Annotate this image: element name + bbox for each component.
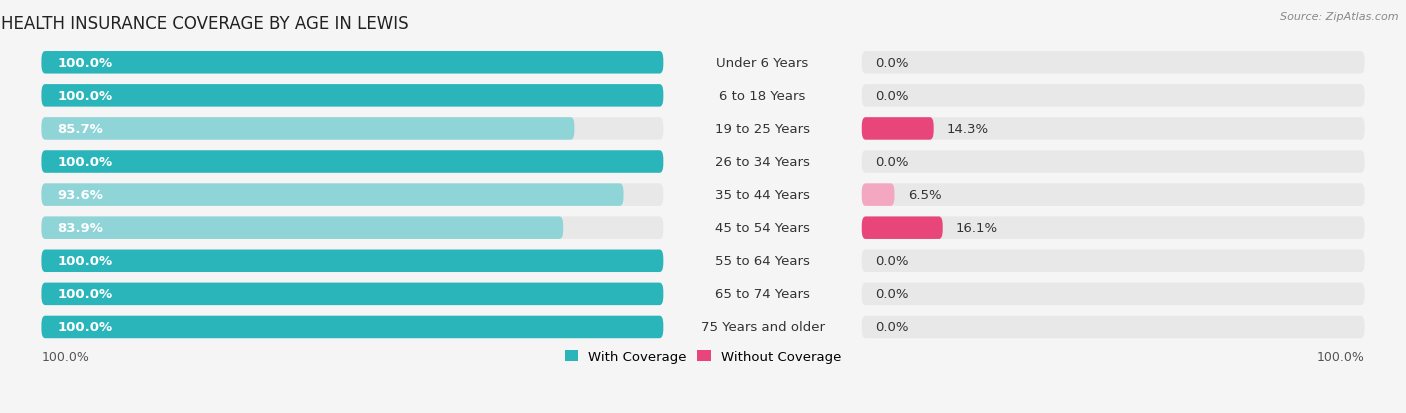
Text: 100.0%: 100.0% [58,90,112,102]
Text: 100.0%: 100.0% [58,288,112,301]
FancyBboxPatch shape [862,217,1365,240]
FancyBboxPatch shape [41,52,664,74]
FancyBboxPatch shape [862,85,1365,107]
FancyBboxPatch shape [41,52,664,74]
FancyBboxPatch shape [862,250,1365,273]
Text: 100.0%: 100.0% [1316,350,1365,363]
Text: 100.0%: 100.0% [58,156,112,169]
Text: 100.0%: 100.0% [58,255,112,268]
Text: 16.1%: 16.1% [956,222,998,235]
FancyBboxPatch shape [41,316,664,338]
FancyBboxPatch shape [41,250,664,273]
Text: 35 to 44 Years: 35 to 44 Years [716,189,810,202]
FancyBboxPatch shape [41,316,664,338]
FancyBboxPatch shape [862,184,1365,206]
FancyBboxPatch shape [862,118,934,140]
FancyBboxPatch shape [41,85,664,107]
FancyBboxPatch shape [862,151,1365,173]
Text: 6.5%: 6.5% [908,189,941,202]
Text: Under 6 Years: Under 6 Years [717,57,808,70]
Text: 65 to 74 Years: 65 to 74 Years [716,288,810,301]
Text: 6 to 18 Years: 6 to 18 Years [720,90,806,102]
Text: 45 to 54 Years: 45 to 54 Years [716,222,810,235]
Text: 0.0%: 0.0% [875,90,908,102]
Text: 75 Years and older: 75 Years and older [700,320,824,334]
Text: 83.9%: 83.9% [58,222,103,235]
Text: 100.0%: 100.0% [41,350,90,363]
Text: 26 to 34 Years: 26 to 34 Years [716,156,810,169]
Text: 0.0%: 0.0% [875,288,908,301]
Text: 55 to 64 Years: 55 to 64 Years [716,255,810,268]
Text: 14.3%: 14.3% [946,123,988,135]
FancyBboxPatch shape [41,118,664,140]
FancyBboxPatch shape [41,151,664,173]
FancyBboxPatch shape [41,151,664,173]
FancyBboxPatch shape [41,85,664,107]
FancyBboxPatch shape [41,217,564,240]
FancyBboxPatch shape [41,283,664,305]
Text: 93.6%: 93.6% [58,189,103,202]
Text: HEALTH INSURANCE COVERAGE BY AGE IN LEWIS: HEALTH INSURANCE COVERAGE BY AGE IN LEWI… [1,15,409,33]
FancyBboxPatch shape [862,283,1365,305]
Text: 85.7%: 85.7% [58,123,103,135]
Text: 100.0%: 100.0% [58,320,112,334]
FancyBboxPatch shape [41,118,575,140]
Text: 0.0%: 0.0% [875,57,908,70]
Text: 0.0%: 0.0% [875,320,908,334]
Text: 100.0%: 100.0% [58,57,112,70]
Text: 0.0%: 0.0% [875,255,908,268]
FancyBboxPatch shape [862,118,1365,140]
Text: 0.0%: 0.0% [875,156,908,169]
Text: Source: ZipAtlas.com: Source: ZipAtlas.com [1281,12,1399,22]
Legend: With Coverage, Without Coverage: With Coverage, Without Coverage [560,345,846,368]
FancyBboxPatch shape [41,184,664,206]
FancyBboxPatch shape [862,52,1365,74]
FancyBboxPatch shape [41,217,664,240]
FancyBboxPatch shape [862,217,942,240]
FancyBboxPatch shape [862,184,894,206]
FancyBboxPatch shape [41,283,664,305]
FancyBboxPatch shape [862,316,1365,338]
Text: 19 to 25 Years: 19 to 25 Years [716,123,810,135]
FancyBboxPatch shape [41,250,664,273]
FancyBboxPatch shape [41,184,623,206]
